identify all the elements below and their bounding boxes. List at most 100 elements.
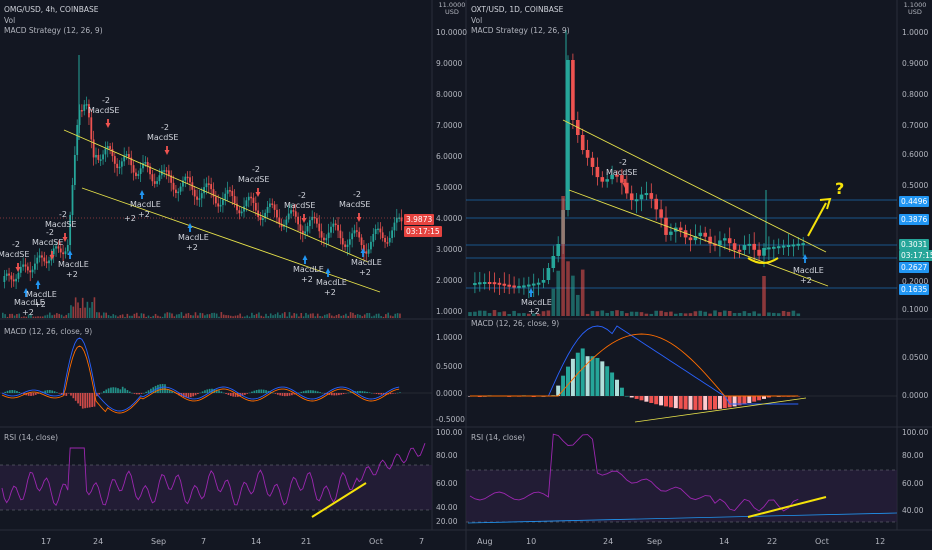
right-volume-bar [644, 313, 649, 316]
left-macd-histogram-bar [382, 393, 385, 395]
left-candle [271, 203, 274, 205]
left-volume-bar [178, 314, 180, 318]
right-rsi-legend[interactable]: RSI (14, close) [471, 433, 526, 442]
left-volume-bar [46, 314, 49, 318]
left-candle [198, 198, 201, 200]
right-candle [649, 193, 654, 199]
short-signal-count: -2 [102, 96, 110, 105]
left-macd-legend[interactable]: MACD (12, 26, close, 9) [4, 327, 93, 336]
left-volume-bar [366, 312, 368, 318]
right-volume-bar [600, 310, 605, 316]
left-symbol-title[interactable]: OMG/USD, 4h, COINBASE [4, 5, 99, 14]
right-left-axis-tick: 5.0000 [436, 183, 463, 192]
left-volume-bar [91, 301, 93, 318]
left-macd-histogram-bar [286, 393, 289, 397]
left-macd-histogram-bar [6, 390, 9, 393]
left-volume-bar [225, 315, 227, 318]
right-volume-bar [502, 311, 507, 316]
left-candle [231, 190, 234, 197]
left-macd-histogram-bar [27, 393, 30, 396]
left-volume-bar [166, 312, 169, 318]
left-candle [381, 232, 384, 238]
left-macd-histogram-bar [128, 391, 131, 393]
long-signal-label: MacdLE [521, 298, 552, 307]
left-volume-bar [229, 315, 232, 318]
right-macd-histogram-bar [629, 396, 634, 398]
left-macd-histogram-bar [168, 389, 171, 393]
right-volume-bar [776, 313, 781, 316]
right-volume-bar [791, 310, 796, 316]
right-rsi-axis-tick: 80.00 [436, 451, 458, 460]
left-candle [384, 237, 386, 243]
right-macd-histogram-bar [766, 396, 771, 398]
right-left-axis-tick: 1.0000 [436, 307, 463, 316]
left-candle [106, 146, 109, 149]
right-candle [629, 193, 634, 200]
left-macd-histogram-bar [291, 393, 293, 396]
left-candle [55, 246, 57, 249]
right-candle [678, 227, 683, 231]
right-volume-bar [718, 312, 722, 316]
left-volume-bar [133, 313, 136, 318]
left-volume-bar [34, 316, 37, 318]
left-rsi-legend[interactable]: RSI (14, close) [4, 433, 59, 442]
left-vol-label[interactable]: Vol [4, 16, 16, 25]
left-volume-bar [352, 312, 354, 318]
left-macd-histogram-bar [396, 392, 399, 394]
long-signal-arrow [528, 288, 534, 297]
left-macd-histogram-bar [159, 384, 162, 393]
left-macd-histogram-bar [46, 390, 49, 393]
right-volume-bar [639, 312, 644, 316]
long-signal-label: MacdLE [293, 265, 324, 274]
right-candle [669, 231, 673, 235]
right-volume-bar [561, 196, 565, 316]
left-volume-bar [213, 312, 216, 318]
long-signal-count: +2 [324, 288, 336, 297]
left-volume-bar [333, 316, 335, 318]
right-symbol-title[interactable]: OXT/USD, 1D, COINBASE [471, 5, 564, 14]
right-macd-legend[interactable]: MACD (12, 26, close, 9) [471, 319, 560, 328]
left-volume-bar [70, 305, 72, 318]
left-candle [64, 251, 67, 255]
right-signal-line [470, 333, 799, 397]
right-macd-axis-tick: 0.0000 [436, 389, 463, 398]
left-macd-histogram-bar [352, 391, 354, 393]
right-macd-histogram-bar [654, 396, 659, 405]
left-volume-bar [204, 315, 206, 318]
left-macd-histogram-bar [385, 393, 387, 395]
right-volume-bar [507, 313, 511, 316]
long-signal-arrow [325, 268, 331, 277]
left-candle [73, 155, 76, 185]
right-vol-label[interactable]: Vol [471, 16, 483, 25]
right-candle [541, 280, 546, 283]
right-candle [615, 174, 619, 177]
right-macd-line [470, 325, 799, 405]
left-volume-bar [51, 315, 53, 318]
right-rsi-axis-tick: 20.00 [436, 517, 458, 526]
left-strategy-label[interactable]: MACD Strategy (12, 26, 9) [4, 26, 103, 35]
right-volume-bar [482, 310, 487, 316]
left-macd-histogram-bar [366, 391, 368, 393]
right-candle [727, 238, 732, 244]
left-volume-bar [361, 316, 364, 318]
left-macd-histogram-bar [194, 393, 197, 396]
left-volume-bar [288, 312, 291, 318]
left-volume-bar [201, 313, 204, 318]
left-macd-histogram-bar [276, 393, 279, 395]
left-candle [226, 190, 229, 194]
right-macd-axis-tick: 0.0500 [902, 353, 929, 362]
left-volume-bar [234, 315, 237, 318]
left-candle [304, 231, 307, 234]
left-volume-bar [197, 315, 199, 318]
left-volume-bar [63, 316, 65, 318]
right-volume-bar [576, 294, 580, 316]
right-strategy-label[interactable]: MACD Strategy (12, 26, 9) [471, 26, 570, 35]
right-volume-bar [536, 313, 541, 316]
left-macd-histogram-bar [182, 393, 185, 398]
long-signal-arrow [139, 190, 145, 199]
left-time-tick: 14 [251, 537, 262, 546]
left-volume-bar [211, 312, 213, 318]
left-macd-histogram-bar [178, 393, 180, 396]
right-macd-histogram-bar [590, 356, 595, 396]
